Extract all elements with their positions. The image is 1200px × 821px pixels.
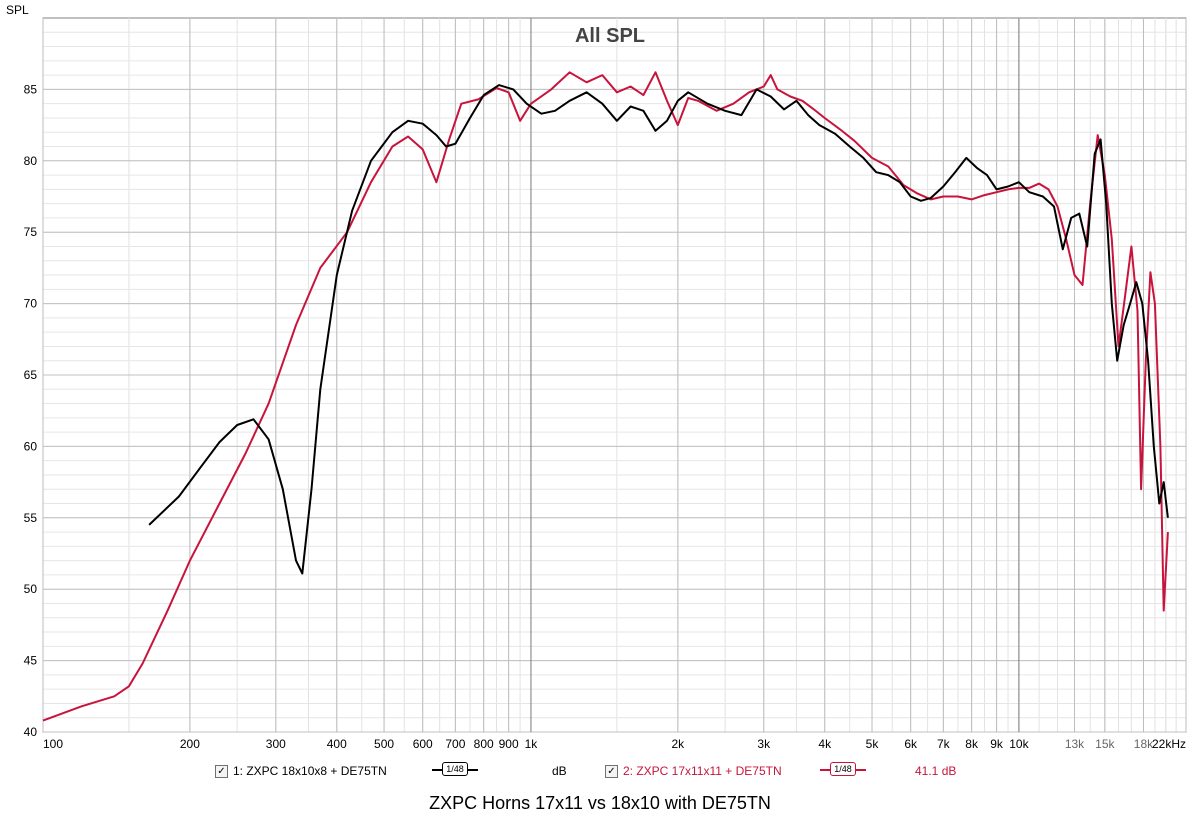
series-2-smoothing[interactable]: 1/48 [820, 762, 866, 776]
y-tick-labels: 40 45 50 55 60 65 70 75 80 85 [24, 82, 38, 739]
x-tick-label: 900 [499, 737, 519, 751]
grid [42, 17, 1187, 733]
x-tick-label: 800 [474, 737, 494, 751]
x-tick-label: 15k [1095, 737, 1115, 751]
x-tick-label: 4k [818, 737, 832, 751]
series-1-checkbox[interactable]: ✓ [215, 764, 228, 778]
spl-chart: 40 45 50 55 60 65 70 75 80 85 100 200 300 400 500 600 7… [6, 3, 1187, 751]
x-tick-label: 200 [180, 737, 200, 751]
y-tick-label: 50 [24, 582, 38, 596]
series-line-1 [148, 84, 1169, 575]
series-2-smoothing-value: 1/48 [830, 762, 856, 776]
series-2-label: 2: ZXPC 17x11x11 + DE75TN [623, 764, 782, 778]
legend-item-2[interactable]: ✓ 2: ZXPC 17x11x11 + DE75TN [605, 760, 782, 782]
x-tick-label: 600 [413, 737, 433, 751]
series-1-label: 1: ZXPC 18x10x8 + DE75TN [233, 764, 387, 778]
y-tick-label: 75 [24, 225, 38, 239]
x-tick-labels: 100 200 300 400 500 600 700 800 900 1k 2k 3k 4k 5k 6k 7… [43, 737, 1186, 751]
chart-title: All SPL [575, 25, 645, 47]
series-2-checkbox[interactable]: ✓ [605, 764, 618, 778]
x-tick-label: 10k [1009, 737, 1029, 751]
y-tick-label: 60 [24, 439, 38, 453]
series-1-smoothing[interactable]: 1/48 [432, 762, 478, 776]
y-tick-label: 65 [24, 368, 38, 382]
series-1-smoothing-value: 1/48 [442, 762, 468, 776]
x-tick-label: 300 [266, 737, 286, 751]
x-tick-label: 5k [866, 737, 880, 751]
y-tick-label: 45 [24, 654, 38, 668]
series-lines [42, 71, 1169, 722]
x-tick-label: 1k [525, 737, 539, 751]
x-tick-label: 500 [374, 737, 394, 751]
x-tick-label: 18k [1134, 737, 1154, 751]
x-tick-label: 9k [990, 737, 1004, 751]
series-2-offset: 41.1 dB [915, 764, 957, 778]
x-tick-label: 700 [445, 737, 465, 751]
y-axis-label: SPL [6, 3, 29, 17]
x-tick-label: 13k [1065, 737, 1085, 751]
y-tick-label: 80 [24, 154, 38, 168]
y-tick-label: 40 [24, 725, 38, 739]
x-tick-label: 400 [327, 737, 347, 751]
x-tick-label: 3k [757, 737, 771, 751]
y-tick-label: 85 [24, 82, 38, 96]
legend-item-1[interactable]: ✓ 1: ZXPC 18x10x8 + DE75TN [215, 760, 387, 782]
chart-caption: ZXPC Horns 17x11 vs 18x10 with DE75TN [429, 793, 771, 813]
x-tick-label: 7k [937, 737, 951, 751]
series-1-offset: dB [552, 764, 567, 778]
x-tick-label: 8k [965, 737, 979, 751]
x-tick-label: 2k [672, 737, 686, 751]
x-tick-label: 6k [904, 737, 918, 751]
x-tick-label: 100 [43, 737, 63, 751]
y-tick-label: 70 [24, 297, 38, 311]
y-tick-label: 55 [24, 511, 38, 525]
x-tick-label: 22kHz [1152, 737, 1186, 751]
